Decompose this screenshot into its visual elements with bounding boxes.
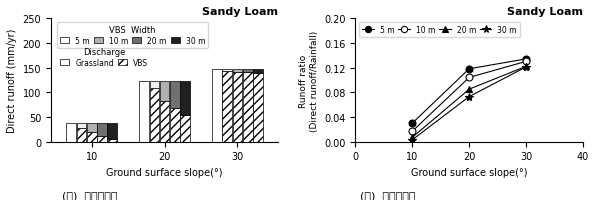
Bar (107, 139, 117, 142)
20 m (465, 89, 473, 91)
Line: 30 m: 30 m (408, 63, 530, 144)
30 m (409, 139, 416, 141)
Text: (나)  강우유입률: (나) 강우유입률 (359, 190, 415, 200)
Bar (170, 82, 180, 108)
Y-axis label: Direct runoff (mm/yr): Direct runoff (mm/yr) (7, 29, 17, 132)
Line: 20 m: 20 m (409, 64, 529, 141)
10 m (465, 77, 473, 79)
Bar (253, 74, 263, 142)
X-axis label: Ground surface slope(°): Ground surface slope(°) (106, 167, 223, 177)
Bar (212, 69, 222, 142)
5 m (523, 58, 530, 61)
20 m (409, 136, 416, 139)
10 m (409, 130, 416, 133)
Text: Sandy Loam: Sandy Loam (203, 7, 278, 17)
X-axis label: Ground surface slope(°): Ground surface slope(°) (411, 167, 527, 177)
Legend: 5 m, 10 m, 20 m, 30 m: 5 m, 10 m, 20 m, 30 m (359, 23, 520, 38)
20 m (523, 66, 530, 68)
Bar (222, 69, 232, 72)
5 m (465, 68, 473, 71)
Bar (107, 123, 117, 139)
Bar (243, 73, 253, 142)
Bar (253, 69, 263, 74)
Bar (232, 72, 243, 142)
Bar (97, 123, 107, 136)
Line: 5 m: 5 m (409, 56, 529, 127)
Bar (222, 72, 232, 142)
Bar (77, 128, 86, 142)
Line: 10 m: 10 m (409, 59, 529, 135)
Text: (가)  직접유입량: (가) 직접유입량 (61, 190, 117, 200)
Legend: Grassland, VBS: Grassland, VBS (57, 45, 151, 70)
Bar (87, 123, 97, 132)
Bar (160, 82, 169, 101)
Bar (139, 82, 149, 142)
Bar (87, 132, 97, 142)
5 m (409, 122, 416, 125)
Bar (77, 123, 86, 128)
10 m (523, 61, 530, 63)
Bar (170, 108, 180, 142)
Y-axis label: Runoff ratio
(Direct runoff/Rainfall): Runoff ratio (Direct runoff/Rainfall) (299, 30, 319, 131)
30 m (523, 66, 530, 69)
Bar (67, 123, 76, 142)
Bar (97, 136, 107, 142)
Bar (160, 101, 169, 142)
Bar (150, 82, 159, 89)
Bar (150, 89, 159, 142)
Bar (232, 69, 243, 72)
30 m (465, 96, 473, 98)
Bar (180, 82, 190, 115)
Bar (243, 69, 253, 73)
Bar (180, 115, 190, 142)
Text: Sandy Loam: Sandy Loam (507, 7, 583, 17)
